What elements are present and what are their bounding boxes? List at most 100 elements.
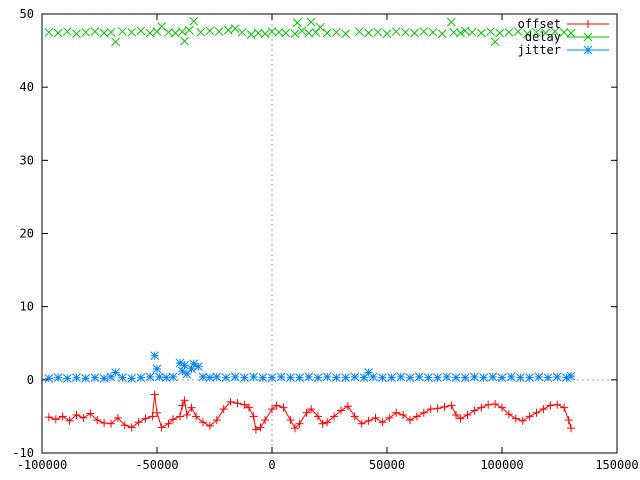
data-point-delay	[447, 17, 456, 27]
data-point-offset	[343, 402, 352, 411]
data-point-offset	[314, 412, 322, 421]
data-point-jitter	[62, 374, 72, 383]
data-point-offset	[463, 410, 472, 419]
data-point-offset	[192, 412, 201, 421]
legend-marker-offset	[584, 20, 592, 28]
data-point-offset	[477, 403, 486, 412]
data-point-offset	[553, 400, 562, 409]
data-point-offset	[72, 410, 81, 419]
data-point-jitter	[295, 373, 304, 382]
data-point-jitter	[552, 372, 562, 382]
data-point-offset	[157, 423, 166, 432]
data-point-offset	[233, 399, 242, 408]
data-point-delay	[550, 27, 560, 36]
data-point-offset	[470, 406, 479, 415]
data-point-delay	[401, 27, 410, 37]
data-point-offset	[240, 400, 249, 409]
data-point-offset	[440, 402, 449, 411]
data-point-offset	[511, 414, 520, 423]
data-point-offset	[295, 419, 304, 428]
data-point-jitter	[136, 373, 146, 382]
legend-label-jitter: jitter	[518, 43, 561, 57]
data-point-jitter	[267, 373, 277, 382]
data-point-jitter	[332, 373, 341, 382]
data-point-delay	[315, 22, 325, 32]
data-point-offset	[187, 403, 196, 412]
data-point-delay	[90, 27, 100, 36]
data-point-jitter	[341, 373, 350, 382]
data-point-offset	[279, 403, 288, 412]
series-delay	[44, 16, 576, 47]
data-point-offset	[107, 419, 115, 428]
data-point-delay	[184, 25, 194, 35]
data-point-offset	[364, 416, 373, 425]
data-point-offset	[452, 410, 460, 419]
data-point-offset	[272, 401, 281, 410]
data-point-offset	[44, 413, 53, 422]
data-point-delay	[428, 27, 438, 37]
data-point-offset	[525, 412, 534, 421]
data-point-offset	[256, 423, 265, 432]
data-point-delay	[127, 27, 137, 37]
data-point-offset	[226, 397, 235, 406]
legend-label-offset: offset	[518, 17, 561, 31]
data-point-offset	[412, 412, 421, 421]
data-point-delay	[486, 27, 495, 36]
data-point-offset	[120, 421, 129, 430]
series-offset	[44, 390, 575, 434]
data-point-offset	[199, 418, 207, 427]
data-point-delay	[460, 26, 470, 36]
data-point-jitter	[387, 373, 396, 382]
data-point-jitter	[304, 372, 314, 382]
data-point-delay	[410, 28, 419, 38]
data-point-offset	[532, 408, 541, 417]
y-tick-label: 10	[20, 300, 34, 314]
data-point-offset	[302, 408, 311, 417]
data-point-jitter	[150, 351, 160, 361]
axis-ticks: -100000 -50000 0 50000 100000 150000 -10 0 10 20 3…	[12, 7, 638, 472]
data-point-delay	[205, 26, 215, 36]
data-point-delay	[189, 16, 199, 26]
data-point-offset	[447, 401, 456, 410]
data-point-offset	[498, 403, 506, 412]
data-point-offset	[245, 403, 253, 412]
data-point-delay	[118, 27, 127, 36]
data-point-offset	[153, 408, 161, 417]
data-point-jitter	[286, 373, 295, 382]
data-point-offset	[491, 399, 500, 408]
data-point-jitter	[506, 372, 516, 382]
data-point-delay	[449, 27, 459, 37]
data-point-offset	[323, 418, 332, 427]
data-point-offset	[484, 400, 493, 409]
x-tick-label: -50000	[135, 458, 178, 472]
data-point-offset	[205, 421, 214, 430]
x-tick-label: -100000	[17, 458, 68, 472]
data-point-jitter	[258, 373, 268, 382]
data-point-delay	[281, 28, 291, 38]
data-point-jitter	[479, 373, 488, 382]
data-point-delay	[72, 29, 81, 39]
data-point-delay	[214, 27, 224, 36]
data-point-offset	[113, 413, 122, 422]
data-point-offset	[182, 410, 191, 419]
data-point-offset	[564, 416, 573, 425]
data-point-jitter	[154, 372, 164, 382]
data-point-delay	[566, 28, 576, 38]
data-point-delay	[290, 29, 300, 39]
y-tick-label: 30	[20, 153, 34, 167]
data-point-jitter	[525, 373, 534, 382]
x-tick-label: 50000	[369, 458, 405, 472]
data-point-delay	[373, 27, 383, 37]
data-point-offset	[176, 412, 184, 421]
data-point-delay	[541, 28, 551, 38]
data-point-offset	[93, 416, 102, 425]
data-point-offset	[212, 416, 221, 425]
data-point-offset	[539, 405, 548, 414]
data-point-delay	[419, 27, 429, 36]
data-point-jitter	[368, 372, 378, 382]
data-point-jitter	[442, 372, 452, 382]
data-point-offset	[249, 412, 258, 421]
data-point-offset	[58, 412, 67, 421]
data-point-jitter	[470, 372, 479, 382]
